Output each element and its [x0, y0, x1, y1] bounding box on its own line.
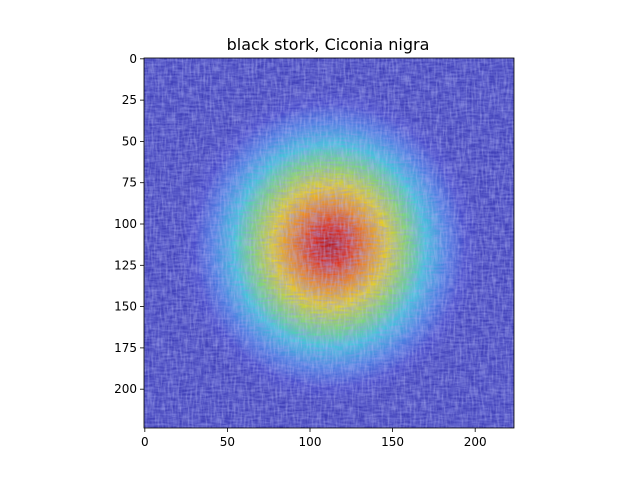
x-axis: 0 50 100 150 200 [141, 428, 487, 449]
y-tick-label: 0 [129, 52, 137, 66]
chart-title: black stork, Ciconia nigra [227, 35, 430, 54]
y-tick-label: 75 [122, 176, 137, 190]
grass-texture-highlights [144, 58, 514, 428]
axes-frame [143, 57, 515, 429]
x-tick-label: 100 [299, 435, 322, 449]
y-tick-label: 150 [114, 300, 137, 314]
y-tick-label: 175 [114, 341, 137, 355]
y-tick-label: 200 [114, 382, 137, 396]
y-tick-label: 25 [122, 93, 137, 107]
y-tick-label: 50 [122, 134, 137, 148]
y-tick-label: 125 [114, 258, 137, 272]
x-tick-label: 0 [141, 435, 149, 449]
x-tick-label: 50 [220, 435, 235, 449]
plot-area [144, 58, 514, 428]
y-axis: 0 25 50 75 100 125 150 175 200 [114, 52, 144, 396]
y-tick-label: 100 [114, 217, 137, 231]
x-tick-label: 150 [381, 435, 404, 449]
x-tick-label: 200 [464, 435, 487, 449]
